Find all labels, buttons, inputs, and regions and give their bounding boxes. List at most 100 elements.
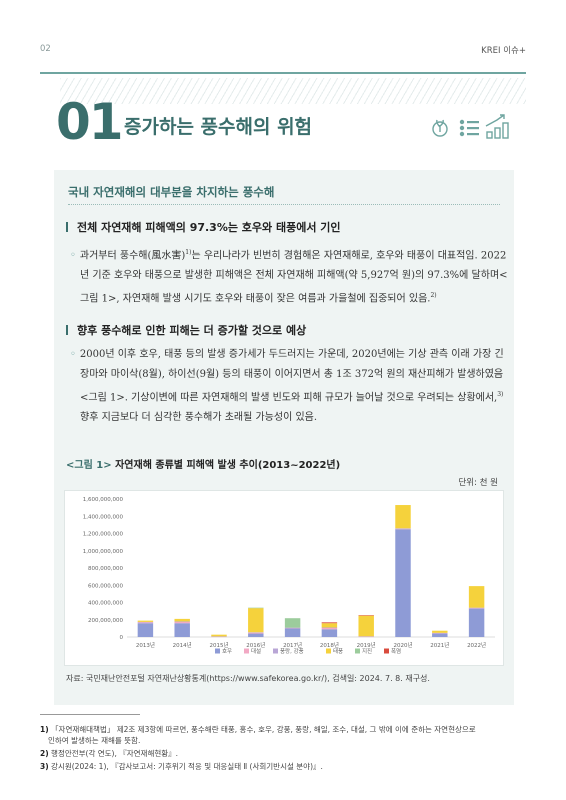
- bar-segment: [395, 528, 411, 530]
- figure-title-text: 자연재해 종류별 피해액 발생 추이(2013~2022년): [115, 460, 341, 471]
- bar-segment: [174, 621, 190, 622]
- footnote-text: 강시원(2024: 1), 『감사보고서: 기후위기 적응 및 대응실태 Ⅱ (…: [51, 762, 323, 771]
- bar-segment: [321, 623, 338, 628]
- y-tick-label: 200,000,000: [88, 618, 123, 624]
- legend-label: 호우: [222, 648, 232, 655]
- footnote-ref-1: 1): [185, 249, 192, 256]
- x-tick-label: 2014년: [173, 641, 192, 649]
- legend-swatch: [273, 648, 278, 654]
- x-tick-label: 2020년: [393, 641, 412, 649]
- bar-segment: [395, 528, 411, 529]
- y-tick-label: 600,000,000: [88, 583, 123, 589]
- stacked-bar-chart: 1,600,000,000 1,400,000,000 1,200,000,000 1…: [83, 497, 495, 655]
- checklist-icon: [459, 119, 479, 137]
- legend-label: 지진: [362, 647, 372, 655]
- bar-segment: [174, 621, 190, 624]
- bar-segment: [432, 633, 448, 634]
- bar-segment: [137, 620, 154, 622]
- x-tick-label: 2018년: [320, 641, 339, 649]
- bar-segment: [468, 607, 485, 609]
- chart-panel: 1,600,000,000 1,400,000,000 1,200,000,000 1…: [64, 490, 504, 666]
- section-icons: [432, 114, 509, 139]
- bar-segment: [468, 608, 485, 609]
- footnote-2: 2) 행정안전부(각 연도), 『자연재해현황』.: [40, 748, 530, 759]
- y-tick-label: 1,200,000,000: [83, 532, 124, 538]
- bar-segment: [468, 586, 485, 608]
- subheading-marker: [66, 325, 68, 335]
- brand-label: KREI 이슈+: [481, 46, 526, 56]
- bar-segment: [321, 627, 338, 629]
- bar-segment: [358, 615, 374, 616]
- bar-segment: [137, 622, 154, 624]
- legend-label: 폭염: [391, 647, 401, 655]
- bar-segment: [395, 505, 411, 529]
- bullet-dot: ◦: [70, 250, 76, 262]
- bullet-dot: ◦: [70, 349, 76, 360]
- bar-segment: [174, 623, 190, 637]
- box-divider: [68, 204, 500, 205]
- legend-label: 태풍: [333, 647, 343, 655]
- growth-chart-icon: [485, 114, 509, 139]
- bar-segment: [248, 608, 264, 633]
- footnote-text: 「자연재해대책법」 제2조 제3항에 따르면, 풍수해란 태풍, 홍수, 호우,…: [51, 725, 476, 734]
- y-tick-label: 0: [120, 635, 124, 641]
- paragraph-1: ◦ 과거부터 풍수해(風水害)1)는 우리나라가 빈번히 경험해온 자연재해로, …: [70, 243, 510, 310]
- footnote-number: 2): [40, 749, 49, 758]
- legend-swatch: [215, 648, 220, 654]
- legend-label: 풍랑, 강풍: [280, 648, 304, 655]
- bar-segment: [358, 636, 374, 637]
- footnote-text: 행정안전부(각 연도), 『자연재해현황』.: [51, 749, 179, 758]
- bar-segment: [211, 634, 227, 637]
- page-number: 02: [40, 44, 51, 54]
- subheading-2: 향후 풍수해로 인한 피해는 더 증가할 것으로 예상: [66, 322, 306, 338]
- bar-segment: [137, 623, 154, 637]
- footnote-text-cont: 인하여 발생하는 재해를 뜻함.: [48, 736, 141, 745]
- y-tick-label: 400,000,000: [88, 601, 123, 607]
- bar-segment: [284, 628, 301, 637]
- footnote-1: 1) 「자연재해대책법」 제2조 제3항에 따르면, 풍수해란 태풍, 홍수, …: [40, 724, 530, 746]
- bar-segment: [248, 607, 264, 609]
- bar-segment: [321, 627, 338, 630]
- bar-segment: [432, 632, 448, 634]
- bar-segment: [284, 627, 301, 629]
- subheading-marker: [66, 222, 68, 232]
- subheading-2-text: 향후 풍수해로 인한 피해는 더 증가할 것으로 예상: [77, 324, 307, 337]
- bar-segment: [432, 630, 448, 633]
- figure-title: <그림 1> 자연재해 종류별 피해액 발생 추이(2013~2022년): [66, 456, 340, 471]
- bar-segment: [248, 632, 264, 634]
- box-heading: 국내 자연재해의 대부분을 차지하는 풍수해: [68, 185, 275, 199]
- bar-segment: [358, 636, 374, 638]
- legend-swatch: [326, 648, 331, 654]
- bar-segment: [395, 529, 411, 637]
- y-tick-label: 1,400,000,000: [83, 514, 124, 520]
- x-tick-label: 2016년: [246, 641, 265, 649]
- section-title: 증가하는 풍수해의 위험: [124, 116, 313, 138]
- bar-segment: [321, 629, 338, 637]
- header-divider: [40, 72, 526, 74]
- bar-segment: [432, 633, 448, 637]
- paragraph-2: ◦ 2000년 이후 호우, 태풍 등의 발생 증가세가 두드러지는 가운데, 2…: [70, 345, 510, 428]
- bar-segment: [137, 621, 154, 623]
- y-tick-label: 1,000,000,000: [83, 549, 124, 555]
- bar-segment: [321, 622, 338, 624]
- section-number: 01: [56, 93, 124, 151]
- paragraph-1-a: 과거부터 풍수해(風水害): [79, 250, 186, 262]
- paragraph-2-a: 2000년 이후 호우, 태풍 등의 발생 증가세가 두드러지는 가운데, 20…: [79, 349, 504, 404]
- y-tick-label: 800,000,000: [88, 566, 123, 572]
- bar-segment: [211, 636, 227, 637]
- bar-segment: [174, 618, 190, 622]
- bar-segment: [248, 633, 264, 637]
- footnote-number: 3): [40, 762, 49, 771]
- x-tick-label: 2019년: [357, 641, 376, 649]
- subheading-1: 전체 자연재해 피해액의 97.3%는 호우와 태풍에서 기인: [66, 219, 341, 235]
- x-tick-label: 2015년: [209, 641, 228, 649]
- unit-label: 단위: 천 원: [458, 478, 498, 488]
- bar-segment: [468, 608, 485, 637]
- footnote-number: 1): [40, 725, 49, 734]
- legend-label: 대설: [251, 647, 261, 655]
- figure-source: 자료: 국민재난안전포털 자연재난상황통계(https://www.safeko…: [66, 674, 430, 683]
- bar-segment: [248, 632, 264, 633]
- y-tick-label: 1,600,000,000: [83, 497, 124, 503]
- x-tick-label: 2022년: [467, 641, 486, 649]
- footnote-divider: [40, 714, 140, 715]
